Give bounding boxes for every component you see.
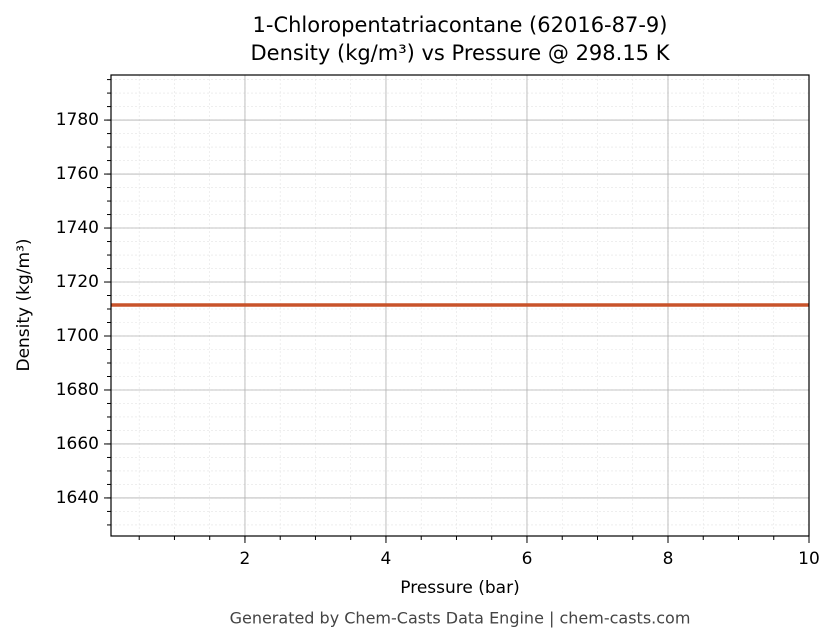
y-tick-label: 1640 [56, 488, 99, 508]
chart-title: 1-Chloropentatriacontane (62016-87-9) [253, 13, 668, 37]
x-tick-label: 2 [240, 549, 251, 569]
x-axis-label: Pressure (bar) [400, 578, 519, 598]
chart-subtitle: Density (kg/m³) vs Pressure @ 298.15 K [250, 41, 670, 65]
y-tick-label: 1660 [56, 434, 99, 454]
x-tick-label: 10 [798, 549, 820, 569]
x-tick-label: 4 [381, 549, 392, 569]
x-tick-label: 6 [522, 549, 533, 569]
plot-frame [110, 74, 810, 537]
y-tick-label: 1780 [56, 110, 99, 130]
y-axis-label: Density (kg/m³) [14, 238, 34, 371]
x-tick-label: 8 [663, 549, 674, 569]
y-tick-label: 1720 [56, 272, 99, 292]
y-tick-label: 1700 [56, 326, 99, 346]
y-tick-label: 1680 [56, 380, 99, 400]
footer: Generated by Chem-Casts Data Engine | ch… [230, 609, 691, 628]
y-tick-label: 1760 [56, 164, 99, 184]
y-tick-label: 1740 [56, 218, 99, 238]
